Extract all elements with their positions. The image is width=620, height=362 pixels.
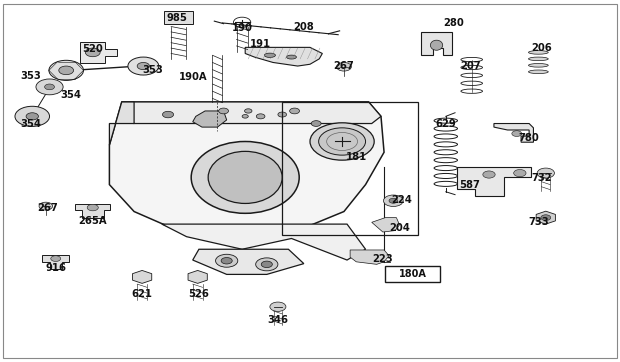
Text: 223: 223 [373,254,393,264]
Circle shape [541,215,551,220]
Ellipse shape [528,51,548,54]
Text: 265A: 265A [78,216,107,226]
Ellipse shape [528,70,548,73]
Circle shape [59,66,74,75]
Circle shape [483,171,495,178]
Text: 354: 354 [20,119,42,129]
Ellipse shape [191,142,299,213]
Text: 587: 587 [459,180,480,190]
Circle shape [242,114,248,118]
Text: 526: 526 [188,289,210,299]
FancyBboxPatch shape [385,266,440,282]
Text: 780: 780 [519,133,539,143]
Ellipse shape [286,55,296,59]
Text: eReplacementParts.com: eReplacementParts.com [180,167,342,180]
Ellipse shape [528,57,548,61]
Text: 180A: 180A [399,269,427,279]
Circle shape [337,63,352,71]
Text: 621: 621 [131,289,153,299]
Text: 732: 732 [531,173,552,183]
Circle shape [216,254,238,267]
Text: 208: 208 [293,21,314,31]
Text: 181: 181 [346,152,367,161]
Circle shape [86,48,100,57]
Polygon shape [162,224,366,260]
Circle shape [278,112,286,117]
Ellipse shape [528,64,548,67]
Text: 520: 520 [82,44,103,54]
Circle shape [137,63,149,70]
Circle shape [319,128,366,155]
Polygon shape [193,111,227,127]
Text: 207: 207 [460,61,481,71]
Text: 206: 206 [531,43,552,53]
Ellipse shape [430,40,443,50]
Ellipse shape [264,53,275,58]
Circle shape [36,79,63,95]
Circle shape [39,202,53,210]
Circle shape [15,106,50,126]
Circle shape [49,60,84,80]
Polygon shape [494,123,533,142]
Circle shape [383,195,403,206]
Text: 190: 190 [232,23,252,33]
Circle shape [162,111,174,118]
Circle shape [256,114,265,119]
Circle shape [270,302,286,311]
Circle shape [311,121,321,126]
Text: 267: 267 [334,61,354,71]
Circle shape [45,84,55,90]
Text: 916: 916 [45,263,66,273]
Text: 191: 191 [250,39,271,50]
Circle shape [537,168,554,178]
Polygon shape [350,250,389,264]
Circle shape [255,258,278,271]
Text: 733: 733 [528,217,549,227]
Text: 224: 224 [391,195,412,205]
Circle shape [261,261,272,268]
Polygon shape [109,102,384,242]
Text: 204: 204 [389,223,410,233]
Circle shape [310,123,374,160]
Text: 346: 346 [267,315,288,325]
Text: 353: 353 [142,66,163,75]
Circle shape [26,113,38,120]
Polygon shape [193,249,304,274]
Polygon shape [245,47,322,66]
Ellipse shape [208,151,282,203]
Text: 354: 354 [60,90,81,100]
Polygon shape [421,32,452,55]
Circle shape [221,257,232,264]
Polygon shape [76,204,110,218]
Text: 353: 353 [20,71,42,81]
Text: 267: 267 [37,203,58,213]
Circle shape [244,109,252,113]
Text: 985: 985 [167,13,188,22]
Text: 629: 629 [435,118,456,129]
Circle shape [87,205,99,211]
FancyBboxPatch shape [164,12,193,24]
Circle shape [514,169,526,177]
Polygon shape [457,167,531,196]
Circle shape [128,57,159,75]
Circle shape [219,108,229,114]
Circle shape [389,198,397,203]
Text: 190A: 190A [179,72,207,82]
Polygon shape [122,102,381,123]
Circle shape [51,256,61,261]
Polygon shape [109,102,134,145]
Polygon shape [372,218,399,232]
Text: 280: 280 [443,18,464,28]
Circle shape [290,108,299,114]
Polygon shape [81,42,117,63]
Polygon shape [42,254,69,269]
Circle shape [512,131,521,136]
